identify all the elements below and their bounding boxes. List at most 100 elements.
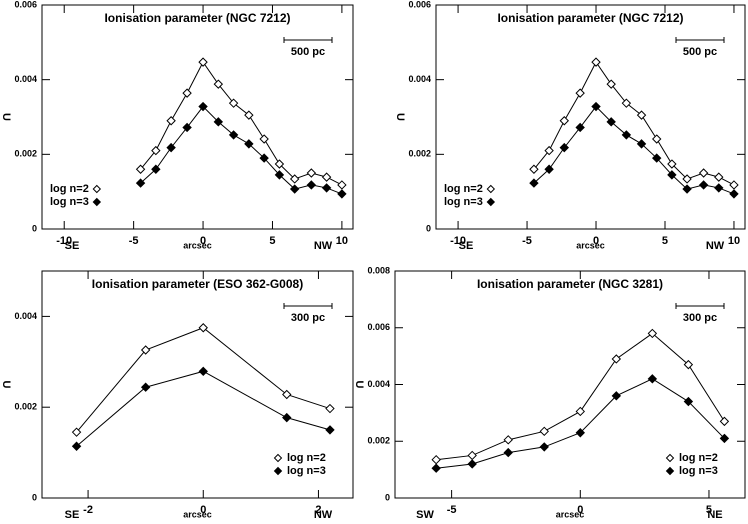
data-point <box>166 142 176 153</box>
series-line <box>76 327 331 433</box>
data-point <box>274 170 285 180</box>
x-tick-label: -10 <box>450 235 466 247</box>
legend-label: log n=3 <box>679 465 718 477</box>
data-point <box>467 459 477 469</box>
x-axis-label: arcsec <box>183 509 212 519</box>
data-point <box>166 116 176 126</box>
x-tick-label: -5 <box>522 235 532 247</box>
data-point <box>544 164 554 174</box>
data-point <box>714 172 724 182</box>
data-point <box>652 134 662 144</box>
legend-marker <box>665 453 675 463</box>
x-tick-label: 2 <box>315 504 321 516</box>
y-tick-label: 0.002 <box>367 436 390 446</box>
y-tick-label: 0 <box>385 492 390 502</box>
y-tick-label: 0.004 <box>408 74 431 84</box>
chart-title: Ionisation parameter (NGC 7212) <box>497 11 683 25</box>
series-line <box>76 370 331 447</box>
legend-label: log n=2 <box>679 452 718 464</box>
legend-label: log n=3 <box>287 465 326 477</box>
data-point <box>529 164 539 174</box>
y-tick-label: 0.006 <box>367 322 390 332</box>
x-left-label: SE <box>459 240 474 252</box>
data-point <box>337 189 347 199</box>
data-point <box>151 145 161 156</box>
data-point <box>325 403 335 414</box>
data-point <box>575 428 586 438</box>
data-point <box>683 396 694 407</box>
data-point <box>606 79 616 89</box>
data-point <box>467 450 477 461</box>
data-point <box>729 180 739 190</box>
data-point <box>274 159 285 169</box>
x-tick-label: 5 <box>662 235 668 247</box>
y-tick-label: 0.008 <box>367 265 390 275</box>
x-tick-label: -2 <box>83 504 93 516</box>
scale-label: 500 pc <box>683 46 717 58</box>
data-point <box>698 168 709 178</box>
data-point <box>213 117 224 127</box>
data-point <box>325 425 335 435</box>
data-point <box>71 441 82 451</box>
x-tick-label: -5 <box>447 504 457 516</box>
data-point <box>282 412 292 423</box>
data-point <box>575 406 586 417</box>
legend-label: log n=2 <box>50 183 89 195</box>
data-point <box>198 101 208 112</box>
data-point <box>321 172 332 182</box>
data-point <box>636 139 647 149</box>
chart-title: Ionisation parameter (NGC 3281) <box>477 277 663 291</box>
y-axis-label: U <box>353 381 365 389</box>
data-point <box>306 168 317 178</box>
data-point <box>140 382 151 392</box>
legend-marker <box>486 197 496 207</box>
data-point <box>591 57 601 67</box>
data-point <box>621 130 632 140</box>
data-point <box>321 183 332 193</box>
legend-label: log n=3 <box>50 196 89 208</box>
axes-frame <box>435 4 746 230</box>
data-point <box>244 139 254 149</box>
legend-label: log n=3 <box>444 196 483 208</box>
axes-frame <box>41 4 354 230</box>
data-point <box>503 435 513 445</box>
data-point <box>636 110 647 120</box>
x-tick-label: 5 <box>706 504 712 516</box>
data-point <box>591 101 601 112</box>
data-point <box>198 57 208 67</box>
y-tick-label: 0 <box>32 492 37 502</box>
x-tick-label: 0 <box>577 504 583 516</box>
data-point <box>652 153 662 163</box>
x-tick-label: 0 <box>200 235 206 247</box>
data-point <box>431 454 441 465</box>
data-point <box>228 130 239 140</box>
x-right-label: NE <box>707 509 722 521</box>
data-point <box>611 354 622 364</box>
x-tick-label: -5 <box>129 235 139 247</box>
legend-marker <box>273 466 283 476</box>
x-axis-label: arcsec <box>183 240 212 250</box>
data-point <box>544 145 554 156</box>
data-point <box>606 117 616 127</box>
y-tick-label: 0.004 <box>14 74 37 84</box>
data-point <box>282 389 292 400</box>
x-left-label: SW <box>416 509 434 521</box>
data-point <box>431 463 441 473</box>
x-tick-label: 0 <box>200 504 206 516</box>
data-point <box>182 122 192 133</box>
y-tick-label: 0.002 <box>14 149 37 159</box>
data-point <box>151 164 161 174</box>
y-axis-label: U <box>0 113 12 121</box>
scale-label: 500 pc <box>291 46 325 58</box>
data-point <box>213 79 224 89</box>
x-tick-label: 5 <box>269 235 275 247</box>
data-point <box>337 180 347 190</box>
y-tick-label: 0.006 <box>408 0 431 9</box>
legend-marker <box>273 453 283 463</box>
data-point <box>559 116 569 126</box>
data-point <box>575 122 585 133</box>
data-point <box>559 142 569 153</box>
data-point <box>289 174 300 184</box>
y-tick-label: 0.006 <box>14 0 37 9</box>
